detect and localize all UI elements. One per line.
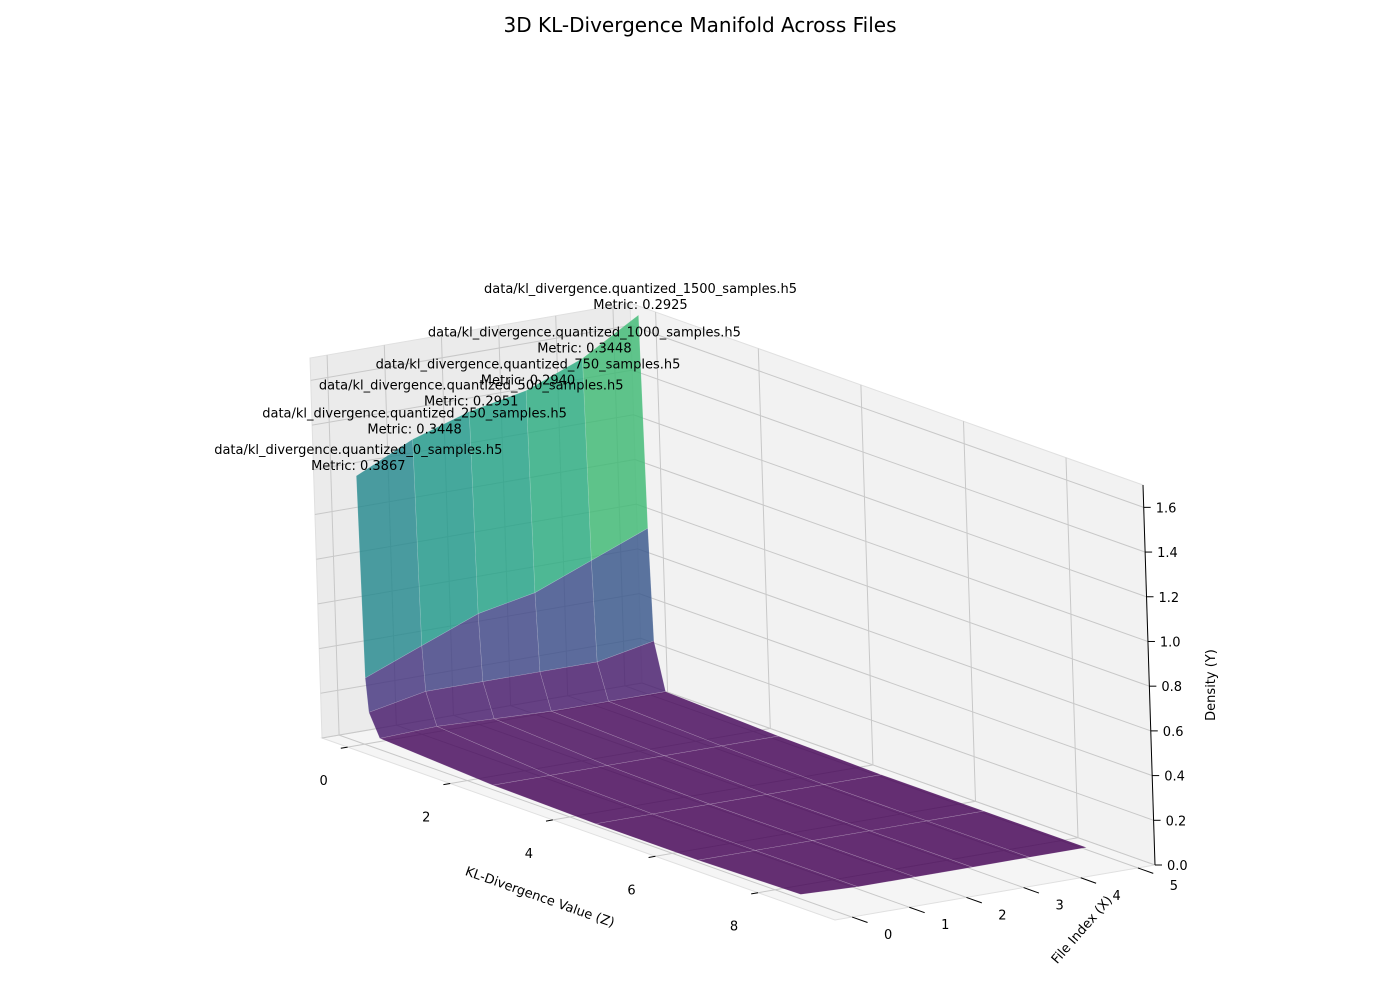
z-tick-label: 1.0	[1160, 636, 1181, 651]
z-tick-label: 0.4	[1164, 770, 1185, 785]
file-name-label: data/kl_divergence.quantized_750_samples…	[376, 358, 681, 373]
file-name-label: data/kl_divergence.quantized_1000_sample…	[428, 325, 741, 340]
x-tick	[751, 892, 759, 895]
x-tick-label: 6	[627, 883, 635, 898]
surface-mesh	[355, 314, 1088, 895]
x-tick	[545, 819, 553, 822]
axis-ticks: 0 2 4 6 8 0 1 2 3 4 5 0.0 0.2 0.4 0.6 0.8 1.0 1.2 1.4 1.6	[319, 484, 1188, 943]
y-tick-label: 2	[998, 908, 1006, 923]
file-metric-label: Metric: 0.3448	[537, 341, 631, 356]
x-tick-label: 4	[525, 847, 533, 862]
y-tick-label: 1	[941, 918, 949, 933]
x-tick	[443, 783, 451, 786]
z-tick-label: 1.4	[1157, 546, 1178, 561]
x-tick	[648, 855, 656, 858]
y-tick	[909, 906, 925, 914]
z-axis-label: Density (Y)	[1204, 649, 1219, 721]
y-tick-label: 5	[1170, 879, 1178, 894]
x-tick	[340, 746, 348, 749]
file-metric-label: Metric: 0.3448	[367, 422, 461, 437]
surface-facet	[355, 438, 423, 679]
x-axis-label: KL-Divergence Value (Z)	[463, 864, 616, 931]
x-tick-label: 2	[422, 811, 430, 826]
z-tick-label: 0.2	[1166, 814, 1187, 829]
y-tick	[851, 916, 868, 923]
y-tick-label: 4	[1113, 889, 1121, 904]
y-tick	[1137, 867, 1154, 874]
z-tick-label: 0.8	[1161, 680, 1182, 695]
y-tick	[1080, 877, 1097, 884]
x-tick-label: 0	[319, 774, 327, 789]
chart-title: 3D KL-Divergence Manifold Across Files	[504, 13, 897, 37]
z-tick-label: 1.2	[1159, 591, 1180, 606]
file-metric-label: Metric: 0.2925	[593, 298, 687, 313]
z-tick-label: 1.6	[1156, 501, 1177, 516]
file-name-label: data/kl_divergence.quantized_250_samples…	[262, 406, 567, 421]
y-tick-label: 3	[1055, 899, 1063, 914]
file-metric-label: Metric: 0.2940	[481, 374, 575, 389]
file-name-label: data/kl_divergence.quantized_0_samples.h…	[214, 443, 502, 458]
z-axis-line	[1142, 484, 1156, 866]
file-metric-label: Metric: 0.3867	[311, 459, 405, 474]
surface-facet	[468, 390, 536, 615]
file-metric-label: Metric: 0.2951	[424, 395, 518, 410]
y-tick-label: 0	[884, 928, 892, 943]
file-name-label: data/kl_divergence.quantized_1500_sample…	[484, 282, 797, 297]
surface-facet	[868, 820, 1031, 868]
y-tick	[1023, 887, 1040, 894]
y-tick	[966, 896, 982, 904]
z-tick-label: 0.0	[1167, 859, 1188, 874]
file-name-label: data/kl_divergence.quantized_500_samples…	[319, 379, 624, 394]
surface-facet	[811, 830, 974, 878]
z-tick-label: 0.6	[1163, 725, 1184, 740]
surface-facet	[698, 850, 859, 895]
x-tick-label: 8	[730, 920, 738, 935]
file-annotations: data/kl_divergence.quantized_0_samples.h…	[214, 282, 797, 474]
